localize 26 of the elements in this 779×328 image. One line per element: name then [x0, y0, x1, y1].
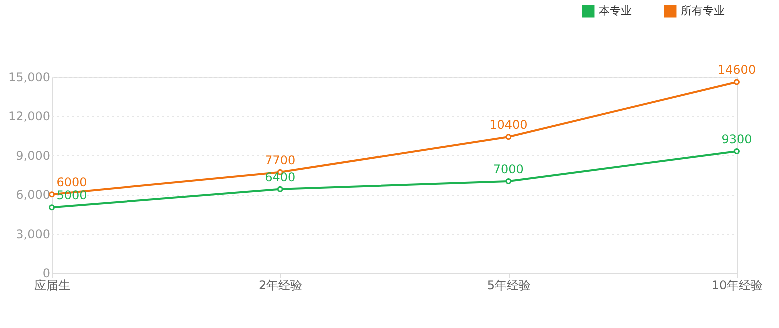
legend-label: 所有专业: [681, 4, 725, 18]
data-label: 6400: [265, 170, 296, 184]
data-label: 7000: [493, 162, 524, 177]
y-tick-label: 9,000: [16, 148, 50, 163]
point: [506, 134, 512, 140]
x-tick-label: 10年经验: [712, 278, 764, 292]
point: [49, 192, 55, 198]
x-tick-label: 5年经验: [487, 278, 531, 292]
point: [734, 79, 740, 86]
x-tick-label: 2年经验: [259, 278, 303, 292]
data-label: 14600: [718, 63, 756, 78]
point: [734, 148, 740, 154]
y-tick-label: 0: [42, 266, 50, 280]
x-tick-label: 应届生: [34, 278, 70, 292]
y-tick-label: 3,000: [16, 227, 50, 242]
y-tick-label: 6,000: [16, 188, 50, 202]
data-label: 6000: [56, 176, 88, 190]
legend-label: 本专业: [599, 4, 632, 18]
data-label: 9300: [722, 132, 752, 146]
data-label: 10400: [490, 118, 528, 132]
y-tick-label: 12,000: [8, 110, 50, 124]
data-label: 7700: [265, 153, 296, 168]
point: [277, 186, 284, 192]
y-tick-label: 15,000: [8, 70, 50, 84]
point: [506, 178, 512, 185]
point: [49, 204, 55, 211]
